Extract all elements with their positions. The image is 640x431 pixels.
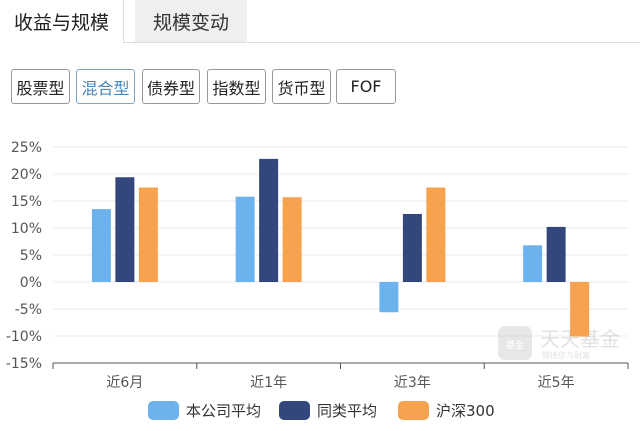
tab-returns-and-scale[interactable]: 收益与规模 [0, 0, 124, 43]
bar-1-近1年[interactable] [235, 196, 255, 282]
y-tick-label: -10% [6, 329, 42, 345]
y-tick-label: 5% [20, 248, 42, 264]
bar-1-近5年[interactable] [523, 245, 543, 282]
bar-3-近6月[interactable] [138, 187, 158, 283]
tab-scale-change[interactable]: 规模变动 [135, 0, 247, 42]
x-tick-label: 近3年 [394, 375, 431, 391]
svg-text:基金: 基金 [506, 339, 524, 351]
legend-swatch[interactable] [279, 401, 310, 420]
y-tick-label: 20% [11, 167, 42, 183]
bar-2-近3年[interactable] [402, 213, 422, 282]
bar-1-近6月[interactable] [91, 209, 111, 282]
filter-hybrid[interactable]: 混合型 [76, 69, 135, 104]
filter-stock[interactable]: 股票型 [11, 69, 70, 104]
bar-3-近3年[interactable] [426, 187, 446, 283]
bar-3-近1年[interactable] [282, 197, 302, 282]
legend-label[interactable]: 同类平均 [317, 402, 377, 420]
bar-2-近5年[interactable] [546, 226, 566, 282]
watermark-logo: 基金 天天基金 链接您与财富 [498, 326, 620, 360]
bar-3-近5年[interactable] [570, 282, 590, 337]
bar-1-近3年[interactable] [379, 282, 399, 313]
bar-2-近1年[interactable] [259, 158, 279, 282]
bar-2-近6月[interactable] [115, 177, 135, 282]
filter-index[interactable]: 指数型 [207, 69, 266, 104]
y-tick-label: 15% [11, 194, 42, 210]
legend-label[interactable]: 沪深300 [436, 402, 495, 420]
tab-bar: 收益与规模 规模变动 [0, 0, 640, 43]
filter-fof[interactable]: FOF [336, 69, 396, 104]
legend-label[interactable]: 本公司平均 [186, 402, 261, 420]
x-tick-label: 近5年 [538, 375, 575, 391]
y-tick-label: -5% [15, 302, 42, 318]
legend-swatch[interactable] [398, 401, 429, 420]
filter-money[interactable]: 货币型 [272, 69, 331, 104]
legend-swatch[interactable] [148, 401, 179, 420]
y-tick-label: -15% [6, 356, 42, 372]
x-tick-label: 近6月 [106, 375, 143, 391]
x-tick-label: 近1年 [250, 375, 287, 391]
svg-text:链接您与财富: 链接您与财富 [542, 350, 590, 360]
y-tick-label: 25% [11, 140, 42, 156]
filter-bond[interactable]: 债券型 [142, 69, 200, 104]
y-tick-label: 10% [11, 221, 42, 237]
y-tick-label: 0% [20, 275, 42, 291]
